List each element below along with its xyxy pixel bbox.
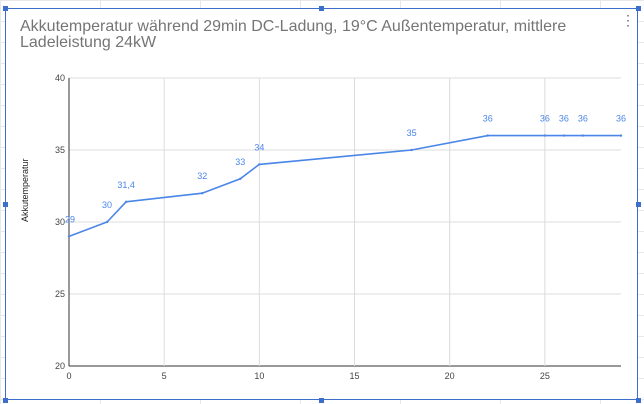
- data-label: 34: [254, 142, 264, 152]
- resize-handle-top-left[interactable]: [3, 6, 8, 11]
- series-line: [68, 134, 621, 238]
- data-point: [486, 134, 489, 137]
- data-label: 36: [540, 114, 550, 124]
- resize-handle-bottom-right[interactable]: [636, 398, 641, 403]
- data-point: [239, 177, 242, 180]
- data-point: [410, 148, 413, 152]
- data-point: [543, 134, 547, 137]
- y-tick-label: 25: [55, 289, 65, 299]
- y-tick-label: 30: [55, 217, 65, 227]
- y-tick-label: 35: [55, 145, 65, 155]
- data-label: 29: [65, 214, 75, 224]
- data-point: [201, 192, 204, 195]
- data-point: [581, 134, 585, 137]
- chart-container[interactable]: [5, 8, 638, 400]
- x-tick-label: 25: [540, 371, 550, 381]
- data-point: [562, 134, 566, 137]
- resize-handle-bottom-left[interactable]: [3, 398, 8, 403]
- data-label: 36: [616, 114, 626, 124]
- resize-handle-top-right[interactable]: [636, 6, 641, 11]
- data-label: 31,4: [117, 180, 135, 190]
- x-tick-label: 20: [445, 371, 455, 381]
- resize-handle-middle-left[interactable]: [3, 202, 8, 207]
- x-tick-label: 10: [254, 371, 264, 381]
- x-tick-label: 0: [66, 371, 71, 381]
- resize-handle-top-center[interactable]: [319, 6, 324, 11]
- data-label: 36: [578, 114, 588, 124]
- data-point: [619, 134, 623, 137]
- data-label: 30: [102, 200, 112, 210]
- data-point: [124, 200, 128, 204]
- y-tick-label: 20: [55, 361, 65, 371]
- data-point: [258, 163, 261, 166]
- data-label: 36: [559, 114, 569, 124]
- y-tick-label: 40: [55, 73, 65, 83]
- chart-title: Akkutemperatur während 29min DC-Ladung, …: [20, 18, 567, 51]
- resize-handle-middle-right[interactable]: [636, 202, 641, 207]
- data-label: 35: [407, 128, 417, 138]
- data-label: 32: [197, 171, 207, 181]
- data-point: [105, 220, 109, 224]
- y-axis-title: Akkutemperatur: [20, 158, 30, 222]
- data-point: [67, 235, 71, 238]
- data-label: 33: [235, 157, 245, 167]
- data-label: 36: [483, 114, 493, 124]
- x-tick-label: 15: [350, 371, 360, 381]
- x-tick-label: 5: [162, 371, 167, 381]
- resize-handle-bottom-center[interactable]: [319, 398, 324, 403]
